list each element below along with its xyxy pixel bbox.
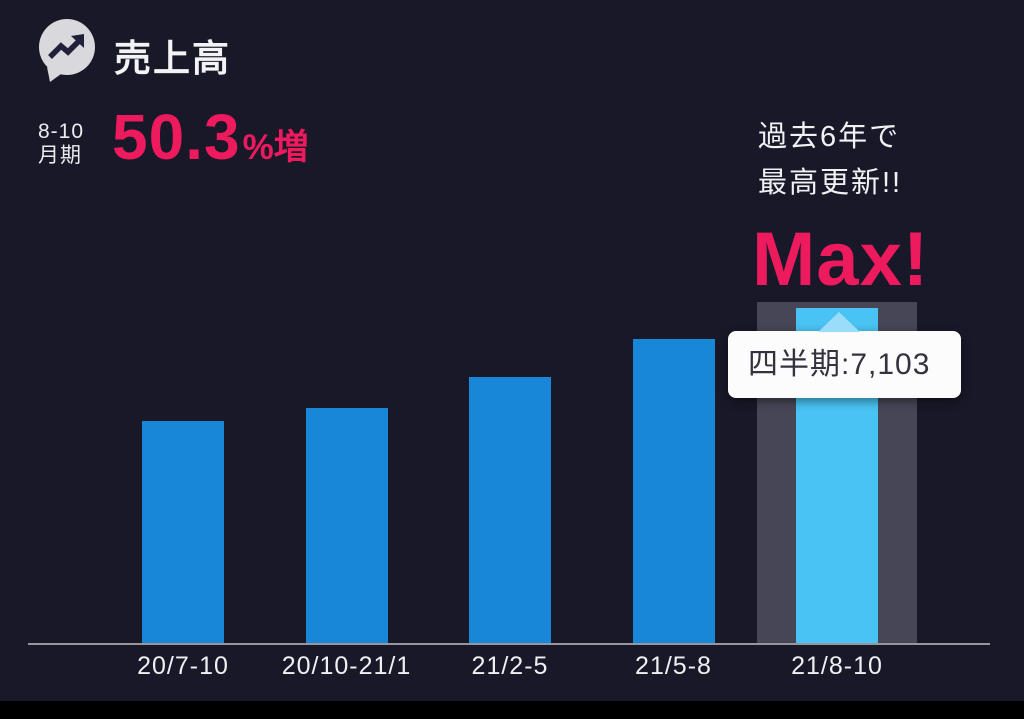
x-axis-line	[28, 643, 990, 645]
period-line2: 月期	[38, 144, 82, 167]
trend-up-bubble-svg	[39, 19, 95, 82]
value-tooltip: 四半期:7,103	[728, 312, 961, 398]
x-axis-label: 20/7-10	[137, 652, 229, 680]
record-note: 過去6年で 最高更新!!	[758, 114, 902, 206]
tooltip-text: 四半期:7,103	[748, 348, 931, 381]
period-line1: 8-10	[38, 120, 85, 143]
bottom-letterbox	[0, 701, 1024, 719]
max-label: Max!	[752, 217, 930, 302]
trend-up-bubble-icon	[34, 17, 100, 83]
growth-suffix: %増	[242, 128, 309, 167]
x-axis-label: 20/10-21/1	[281, 652, 412, 680]
page-title: 売上高	[114, 38, 231, 79]
x-axis-label: 21/8-10	[791, 652, 883, 680]
x-axis-label: 21/2-5	[471, 652, 549, 680]
record-note-line1: 過去6年で	[758, 121, 901, 153]
growth-value: 50.3	[112, 101, 241, 173]
bar-21/2-5[interactable]	[469, 377, 551, 645]
period-label: 8-10 月期	[38, 120, 84, 168]
tooltip-arrow-icon	[818, 312, 860, 332]
bar-20/10-21/1[interactable]	[305, 408, 388, 645]
record-note-line2: 最高更新!!	[758, 167, 903, 199]
x-axis-label: 21/5-8	[635, 652, 712, 680]
growth-stat: 50.3 %増	[112, 100, 309, 174]
bar-21/5-8[interactable]	[632, 339, 715, 645]
bar-20/7-10[interactable]	[142, 421, 224, 645]
